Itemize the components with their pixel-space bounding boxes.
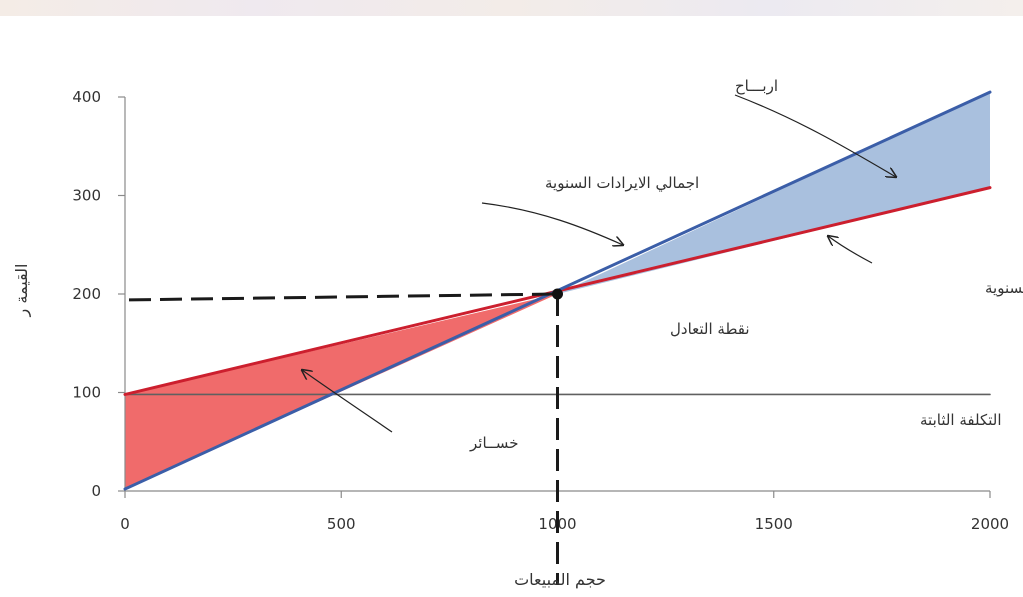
break-even-point (552, 288, 563, 300)
x-axis-title: حجم المبيعات (514, 570, 606, 589)
y-tick-label: 0 (91, 482, 101, 500)
total-cost-arrow (828, 236, 873, 264)
y-tick-label: 200 (72, 285, 101, 303)
revenue-arrow (481, 202, 623, 245)
profit-arrow (734, 94, 896, 177)
header-decor-strip (0, 0, 1023, 16)
y-axis-title: القيمة ر (12, 264, 32, 318)
revenue-label: اجمالي الايرادات السنوية (545, 174, 699, 193)
x-axis-ticks: 0500100015002000 (120, 491, 1009, 533)
y-axis-ticks: 0 100 200 300 400 (72, 88, 125, 500)
y-tick-label: 300 (72, 187, 101, 205)
x-tick-label: 1500 (755, 515, 793, 533)
x-tick-label: 2000 (971, 515, 1009, 533)
y-tick-label: 100 (72, 384, 101, 402)
profit-area (557, 92, 990, 294)
losses-label: خســائر (469, 434, 518, 452)
profit-label: اربـــاح (735, 77, 778, 95)
x-tick-label: 0 (120, 515, 130, 533)
fixed-cost-label: التكلفة الثابتة (920, 411, 1002, 429)
x-tick-label: 500 (327, 515, 356, 533)
break-even-horizontal-guide (128, 292, 558, 302)
losses-arrow (302, 370, 393, 433)
y-tick-label: 400 (72, 88, 101, 106)
total-cost-label: التكلفة الإجمالية السنوية (985, 279, 1023, 297)
break-even-label: نقطة التعادل (670, 320, 750, 338)
